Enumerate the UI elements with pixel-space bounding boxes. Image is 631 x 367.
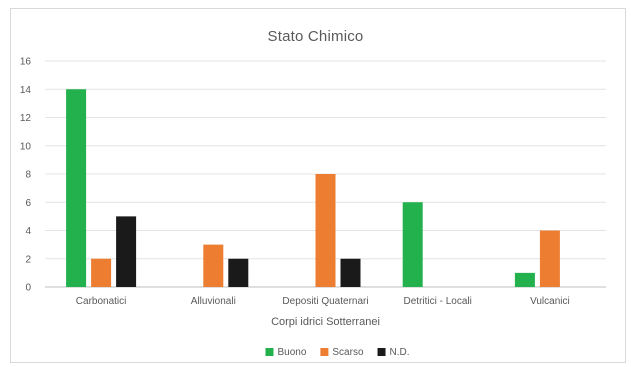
y-tick-label: 8 (25, 170, 31, 181)
bar-scarso-4 (539, 230, 560, 287)
bar-n-d-0 (116, 216, 137, 287)
y-tick-label: 2 (25, 254, 31, 265)
y-axis-ticks: 0 2 4 6 8 10 12 14 16 (20, 57, 32, 294)
bars (66, 89, 560, 287)
x-category-label: Carbonatici (76, 296, 127, 307)
legend-swatch (320, 348, 329, 356)
bar-buono-3 (402, 202, 423, 287)
legend-label: Buono (277, 347, 306, 358)
y-tick-label: 0 (25, 283, 31, 294)
y-tick-label: 4 (25, 226, 31, 237)
legend-label: Scarso (332, 347, 364, 358)
legend-swatch (377, 348, 386, 356)
x-category-label: Detritici - Locali (404, 296, 472, 307)
y-tick-label: 10 (20, 141, 32, 152)
y-tick-label: 12 (20, 113, 32, 124)
legend: Buono Scarso N.D. (265, 347, 410, 358)
x-axis-title: Corpi idrici Sotterranei (271, 316, 380, 328)
y-tick-label: 16 (20, 57, 32, 68)
bar-scarso-1 (203, 244, 224, 287)
bar-scarso-2 (315, 174, 336, 287)
bar-scarso-0 (91, 258, 112, 287)
bar-buono-4 (514, 272, 535, 287)
x-axis-categories: Carbonatici Alluvionali Depositi Quaternar… (76, 296, 570, 307)
y-tick-label: 14 (20, 85, 32, 96)
chart-title: Stato Chimico (267, 28, 364, 45)
y-tick-label: 6 (25, 198, 31, 209)
x-category-label: Vulcanici (530, 296, 570, 307)
x-category-label: Depositi Quaternari (282, 296, 368, 307)
x-category-label: Alluvionali (191, 296, 236, 307)
bar-buono-0 (66, 89, 87, 287)
legend-label: N.D. (390, 347, 410, 358)
legend-swatch (265, 348, 274, 356)
bar-n-d-2 (340, 258, 361, 287)
bar-n-d-1 (228, 258, 249, 287)
